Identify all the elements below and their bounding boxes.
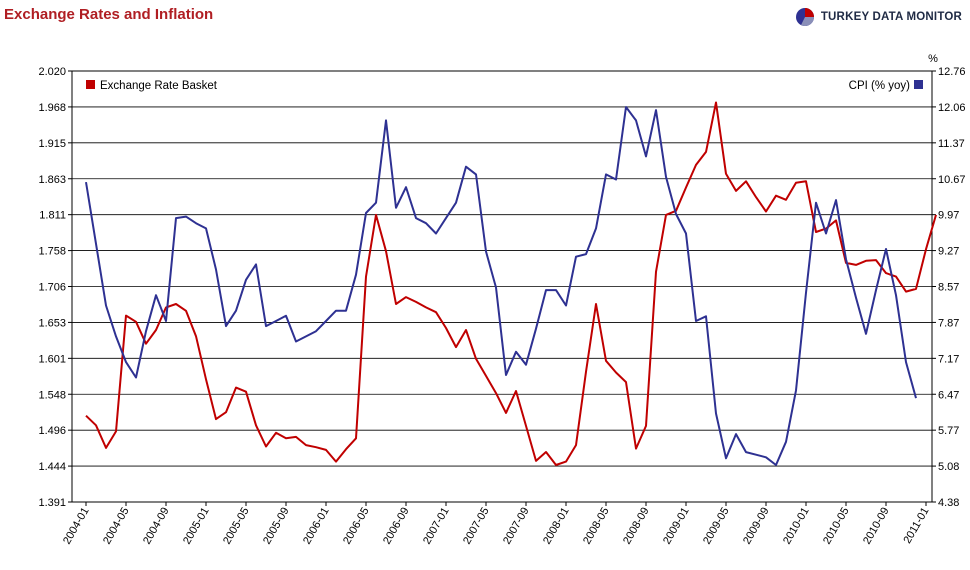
left-tick-label: 2.020: [38, 66, 66, 78]
left-tick-label: 1.496: [38, 425, 66, 437]
x-tick-label: 2006-09: [381, 506, 412, 547]
legend-swatch-exchange-rate: [86, 80, 95, 89]
left-tick-label: 1.601: [38, 353, 66, 365]
x-tick-label: 2009-09: [741, 506, 772, 547]
brand-name: TURKEY DATA MONITOR: [820, 11, 962, 23]
left-tick-label: 1.444: [38, 461, 66, 473]
x-tick-label: 2010-09: [861, 506, 892, 547]
right-axis-unit: %: [928, 53, 938, 65]
x-tick-label: 2005-09: [261, 506, 292, 547]
left-tick-label: 1.391: [38, 497, 66, 509]
left-tick-label: 1.915: [38, 138, 66, 150]
x-tick-label: 2008-09: [621, 506, 652, 547]
right-tick-label: 9.27: [938, 246, 959, 258]
x-tick-label: 2008-05: [581, 506, 612, 547]
left-axis: 1.391 1.444 1.496 1.548 1.601 1.653 1.706 1.758…: [38, 66, 72, 509]
x-tick-label: 2007-05: [461, 506, 492, 547]
right-tick-label: 6.47: [938, 389, 959, 401]
right-tick-label: 10.67: [938, 174, 966, 186]
left-tick-label: 1.706: [38, 282, 66, 294]
x-tick-label: 2008-01: [541, 506, 572, 547]
x-tick-label: 2010-01: [781, 506, 812, 547]
x-tick-label: 2004-09: [141, 506, 172, 547]
left-tick-label: 1.548: [38, 389, 66, 401]
right-tick-label: 5.08: [938, 461, 959, 473]
series-line-cpi: [85, 106, 917, 466]
legend-label-cpi: CPI (% yoy): [849, 80, 911, 92]
pie-logo-icon: [795, 8, 814, 27]
x-tick-label: 2006-05: [341, 506, 372, 547]
x-tick-label: 2004-05: [101, 506, 132, 547]
left-tick-label: 1.811: [39, 210, 66, 222]
right-tick-label: 12.06: [938, 102, 966, 114]
x-tick-label: 2004-01: [61, 506, 92, 547]
x-tick-label: 2009-01: [661, 506, 692, 547]
series-lines: [85, 101, 937, 466]
x-axis: 2004-01 2004-05 2004-09 2005-01 2005-05 2005-…: [61, 502, 932, 546]
right-tick-label: 9.97: [938, 210, 959, 222]
left-tick-label: 1.653: [38, 317, 66, 329]
right-tick-label: 12.76: [938, 66, 966, 78]
x-tick-label: 2005-05: [221, 506, 252, 547]
right-tick-label: 11.37: [938, 138, 965, 150]
right-tick-label: 7.17: [938, 353, 959, 365]
series-line-exchange-rate: [85, 101, 937, 466]
left-tick-label: 1.758: [38, 246, 66, 258]
x-tick-label: 2006-01: [301, 506, 332, 547]
right-tick-label: 5.77: [938, 425, 959, 437]
chart-title: Exchange Rates and Inflation: [4, 6, 214, 23]
x-tick-label: 2007-09: [501, 506, 532, 547]
right-tick-label: 4.38: [938, 497, 959, 509]
brand-logo: TURKEY DATA MONITOR: [795, 7, 962, 27]
legend-label-exchange-rate: Exchange Rate Basket: [100, 80, 218, 92]
right-tick-label: 7.87: [938, 317, 959, 329]
legend-swatch-cpi: [914, 80, 923, 89]
gridlines: [72, 106, 932, 467]
x-tick-label: 2005-01: [181, 506, 212, 547]
left-tick-label: 1.968: [38, 102, 66, 114]
left-tick-label: 1.863: [38, 174, 66, 186]
x-tick-label: 2011-01: [901, 506, 931, 546]
x-tick-label: 2007-01: [421, 506, 452, 547]
right-tick-label: 8.57: [938, 282, 959, 294]
legend: Exchange Rate Basket CPI (% yoy): [86, 80, 923, 92]
x-tick-label: 2009-05: [701, 506, 732, 547]
right-axis: 4.38 5.08 5.77 6.47 7.17 7.87 8.57 9.27 9.97 10.6…: [932, 66, 966, 509]
x-tick-label: 2010-05: [821, 506, 852, 547]
